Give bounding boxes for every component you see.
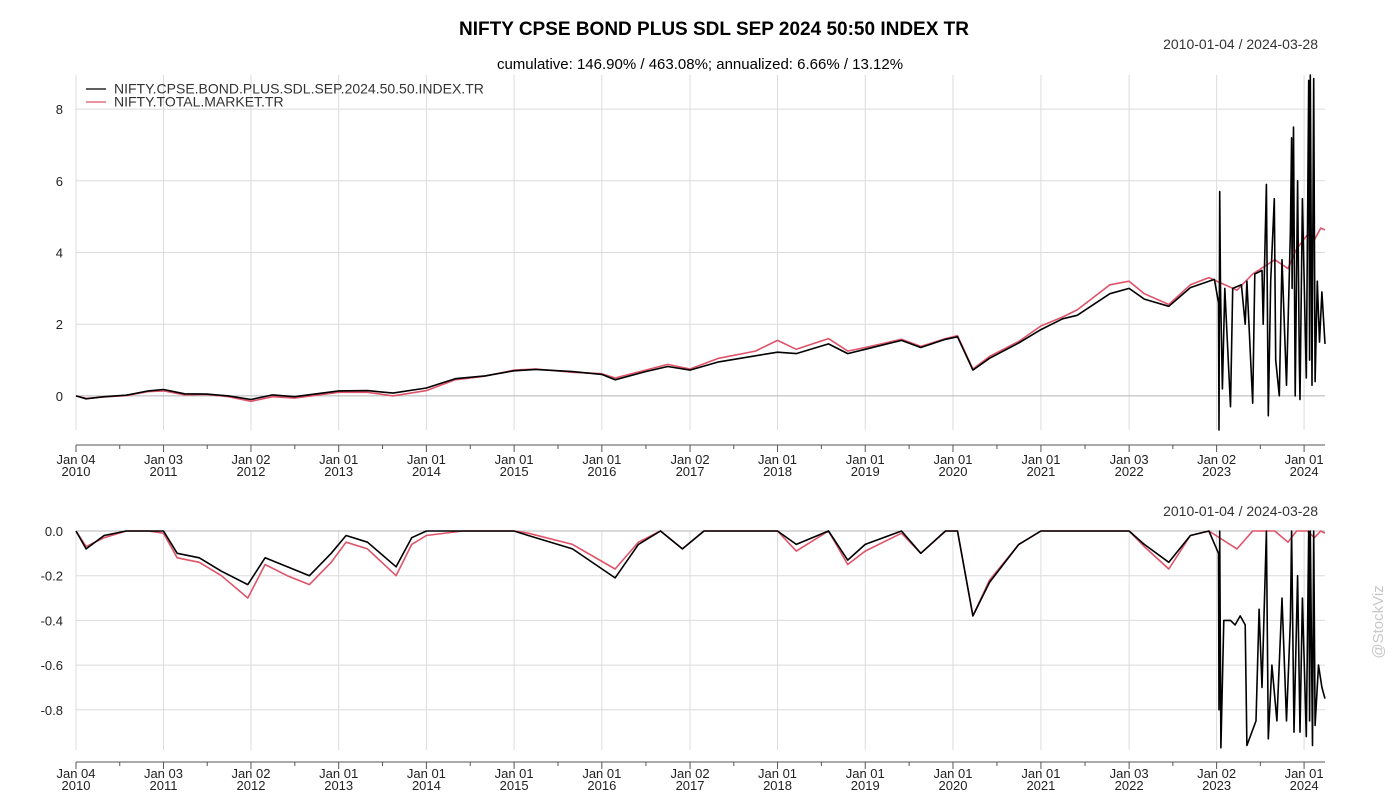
x-tick-label: Jan 03	[144, 452, 183, 467]
x-tick-year-label: 2020	[939, 778, 968, 793]
x-tick-year-label: 2018	[763, 778, 792, 793]
y-tick-label: 0.0	[45, 524, 63, 539]
y-tick-label: -0.8	[41, 703, 63, 718]
date-range-label-top: 2010-01-04 / 2024-03-28	[1163, 36, 1318, 52]
x-tick-label: Jan 01	[846, 452, 885, 467]
x-tick-label: Jan 01	[1285, 766, 1324, 781]
chart-title: NIFTY CPSE BOND PLUS SDL SEP 2024 50:50 …	[459, 19, 969, 40]
legend: NIFTY.CPSE.BOND.PLUS.SDL.SEP.2024.50.50.…	[86, 81, 484, 110]
x-tick-year-label: 2018	[763, 464, 792, 479]
x-tick-label: Jan 02	[1197, 766, 1236, 781]
y-tick-label: -0.4	[41, 613, 63, 628]
x-tick-year-label: 2016	[587, 778, 616, 793]
x-tick-year-label: 2019	[851, 778, 880, 793]
x-tick-year-label: 2017	[676, 464, 705, 479]
series-line-total-market	[75, 530, 1326, 617]
x-tick-label: Jan 01	[758, 766, 797, 781]
x-tick-year-label: 2023	[1202, 464, 1231, 479]
x-tick-year-label: 2022	[1115, 778, 1144, 793]
y-tick-label: 2	[56, 317, 63, 332]
x-tick-label: Jan 01	[1285, 452, 1324, 467]
x-tick-year-label: 2019	[851, 464, 880, 479]
x-tick-year-label: 2014	[412, 464, 441, 479]
x-tick-label: Jan 01	[1021, 452, 1060, 467]
x-tick-year-label: 2010	[62, 464, 91, 479]
x-tick-year-label: 2012	[237, 464, 266, 479]
legend-label: NIFTY.TOTAL.MARKET.TR	[114, 94, 284, 110]
series-line-total-market	[75, 227, 1326, 403]
x-tick-label: Jan 03	[144, 766, 183, 781]
x-tick-label: Jan 04	[56, 452, 95, 467]
x-tick-label: Jan 04	[56, 766, 95, 781]
x-tick-year-label: 2016	[587, 464, 616, 479]
x-tick-label: Jan 03	[1110, 452, 1149, 467]
y-tick-label: 8	[56, 102, 63, 117]
x-tick-year-label: 2011	[149, 778, 177, 793]
x-tick-year-label: 2024	[1290, 464, 1319, 479]
x-tick-label: Jan 01	[319, 452, 358, 467]
x-tick-year-label: 2021	[1026, 464, 1055, 479]
x-tick-year-label: 2024	[1290, 778, 1319, 793]
x-tick-year-label: 2011	[149, 464, 177, 479]
x-tick-year-label: 2013	[324, 778, 353, 793]
x-tick-label: Jan 01	[407, 452, 446, 467]
x-tick-year-label: 2010	[62, 778, 91, 793]
x-tick-year-label: 2014	[412, 778, 441, 793]
x-tick-label: Jan 01	[582, 452, 621, 467]
date-range-label-bottom: 2010-01-04 / 2024-03-28	[1163, 503, 1318, 519]
x-tick-label: Jan 01	[933, 766, 972, 781]
watermark-text: @StockViz	[1370, 585, 1387, 658]
legend-label: NIFTY.CPSE.BOND.PLUS.SDL.SEP.2024.50.50.…	[114, 81, 484, 97]
x-tick-year-label: 2017	[676, 778, 705, 793]
x-tick-label: Jan 01	[495, 766, 534, 781]
x-tick-year-label: 2013	[324, 464, 353, 479]
x-tick-label: Jan 01	[846, 766, 885, 781]
x-tick-label: Jan 01	[319, 766, 358, 781]
x-tick-label: Jan 01	[407, 766, 446, 781]
x-tick-label: Jan 02	[231, 452, 270, 467]
y-tick-label: -0.2	[41, 569, 63, 584]
x-tick-label: Jan 01	[495, 452, 534, 467]
x-tick-label: Jan 01	[1021, 766, 1060, 781]
y-tick-label: -0.6	[41, 658, 63, 673]
x-tick-label: Jan 02	[1197, 452, 1236, 467]
x-tick-label: Jan 01	[933, 452, 972, 467]
y-tick-label: 4	[56, 246, 63, 261]
x-tick-label: Jan 02	[671, 452, 710, 467]
x-tick-year-label: 2020	[939, 464, 968, 479]
x-tick-label: Jan 01	[758, 452, 797, 467]
x-tick-year-label: 2015	[500, 778, 529, 793]
x-tick-label: Jan 03	[1110, 766, 1149, 781]
x-tick-year-label: 2022	[1115, 464, 1144, 479]
series-line-cpse-bond	[75, 74, 1326, 431]
chart-subtitle: cumulative: 146.90% / 463.08%; annualize…	[497, 56, 903, 73]
y-tick-label: 6	[56, 174, 63, 189]
x-tick-year-label: 2012	[237, 778, 266, 793]
x-tick-year-label: 2021	[1026, 778, 1055, 793]
x-tick-year-label: 2015	[500, 464, 529, 479]
y-tick-label: 0	[56, 389, 63, 404]
x-tick-year-label: 2023	[1202, 778, 1231, 793]
x-tick-label: Jan 02	[231, 766, 270, 781]
series-line-cpse-bond	[75, 530, 1326, 749]
x-tick-label: Jan 02	[671, 766, 710, 781]
x-tick-label: Jan 01	[582, 766, 621, 781]
